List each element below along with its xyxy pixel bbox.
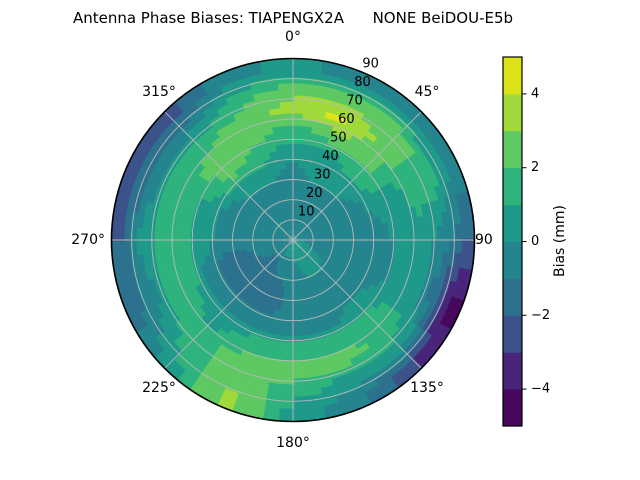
colorbar-band [503, 241, 522, 279]
colorbar-tick-label: −4 [531, 382, 550, 397]
zenith-ring-label: 10 [298, 204, 315, 219]
colorbar: 4 2 0 −2 −4 Bias (mm) [502, 56, 568, 427]
azimuth-tick-label: 180° [276, 435, 310, 451]
colorbar-band [503, 389, 522, 427]
colorbar-band [503, 352, 522, 390]
azimuth-spoke-gridline [164, 111, 294, 241]
zenith-ring-label: 30 [314, 167, 331, 182]
colorbar-axis-label: Bias (mm) [552, 205, 568, 277]
azimuth-spoke-gridline [292, 111, 422, 241]
zenith-ring-labels: 10 20 30 40 50 60 70 80 90 [298, 56, 379, 219]
azimuth-tick-label: 270° [71, 232, 105, 248]
colorbar-band [503, 57, 522, 95]
plot-title: Antenna Phase Biases: TIAPENGX2A NONE Be… [72, 9, 514, 27]
azimuth-spoke-gridline [164, 239, 294, 369]
zenith-ring-label: 90 [362, 56, 379, 71]
colorbar-band [503, 315, 522, 353]
zenith-ring-label: 60 [338, 112, 355, 127]
colorbar-band [503, 93, 522, 132]
azimuth-tick-label: 225° [142, 380, 176, 396]
colorbar-band [503, 278, 522, 316]
azimuth-tick-label: 45° [415, 84, 440, 100]
colorbar-tick-label: 2 [531, 160, 539, 175]
azimuth-tick-label: 0° [285, 29, 301, 45]
colorbar-tick-label: 0 [531, 234, 539, 249]
azimuth-labels: 0° 45° 90 135° 180° 225° 270° 315° [71, 29, 493, 451]
azimuth-tick-label: 90 [475, 232, 493, 248]
colorbar-tick-label: 4 [531, 86, 539, 101]
polar-grid [111, 58, 475, 422]
azimuth-spoke-gridline [292, 239, 422, 369]
azimuth-tick-label: 315° [142, 84, 176, 100]
zenith-ring-label: 80 [354, 75, 371, 90]
colorbar-band [503, 167, 522, 206]
colorbar-ticks: 4 2 0 −2 −4 [522, 86, 550, 397]
zenith-ring-label: 20 [306, 186, 323, 201]
colorbar-bands [503, 57, 522, 427]
colorbar-band [503, 130, 522, 169]
colorbar-tick-label: −2 [531, 308, 550, 323]
zenith-ring-label: 40 [322, 149, 339, 164]
zenith-ring-label: 50 [330, 130, 347, 145]
azimuth-tick-label: 135° [410, 380, 444, 396]
colorbar-band [503, 204, 522, 242]
contour-map [111, 58, 475, 422]
zenith-ring-label: 70 [346, 93, 363, 108]
polar-outline [110, 57, 476, 423]
